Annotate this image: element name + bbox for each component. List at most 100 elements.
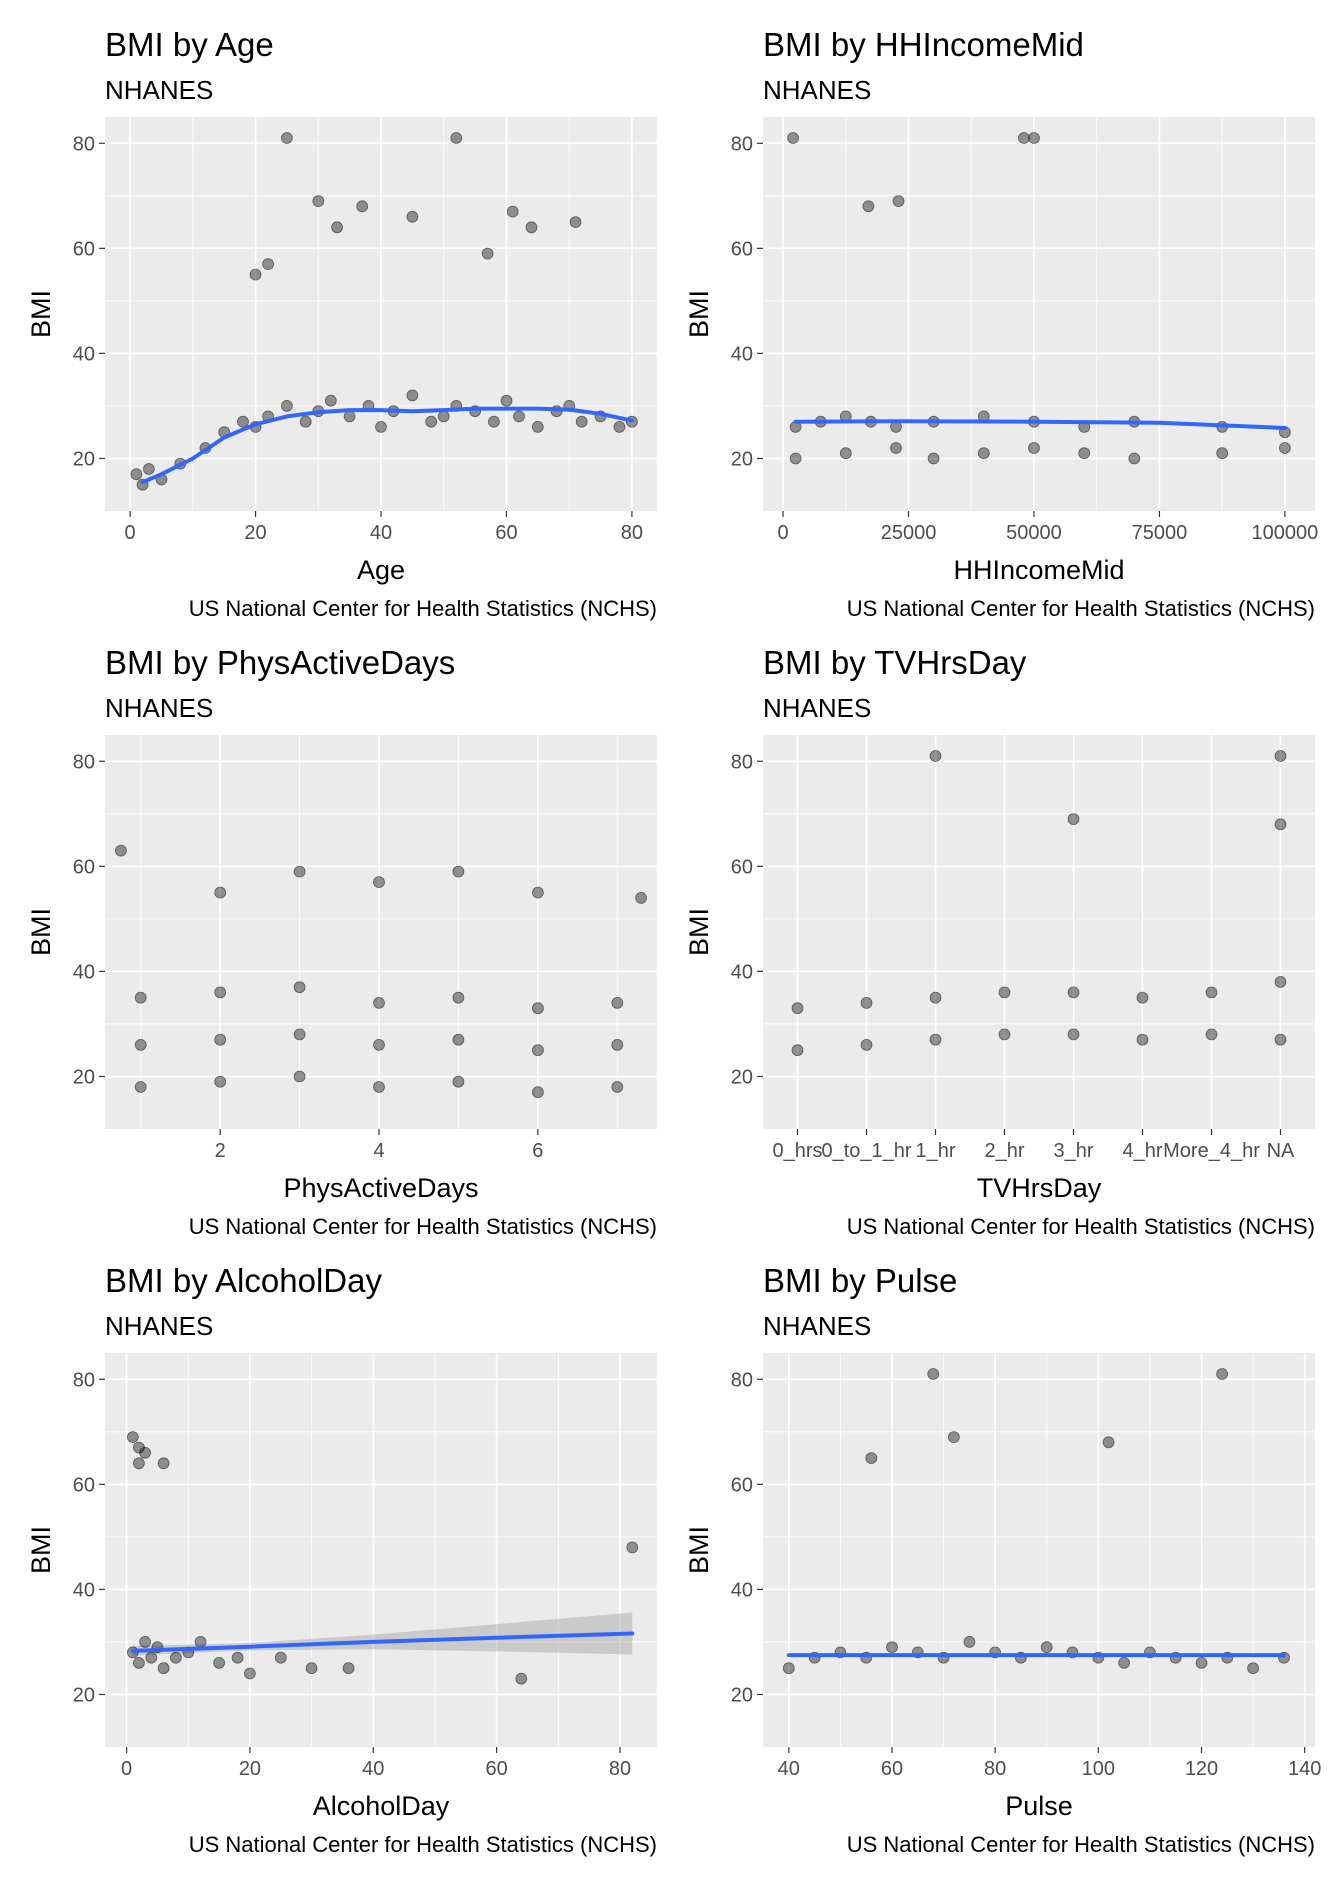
data-point xyxy=(532,1044,544,1057)
y-axis-label: BMI xyxy=(26,290,56,338)
x-tick-label: 60 xyxy=(881,1758,903,1780)
chart-caption: US National Center for Health Statistics… xyxy=(847,1214,1315,1239)
y-axis-label: BMI xyxy=(684,1526,714,1574)
data-point xyxy=(613,420,626,433)
data-point xyxy=(373,1081,385,1093)
data-point xyxy=(356,200,369,213)
data-point xyxy=(1274,1033,1287,1046)
data-point xyxy=(929,750,942,762)
y-tick-label: 80 xyxy=(73,1369,95,1391)
data-point xyxy=(1279,442,1291,454)
y-axis-label: BMI xyxy=(26,908,56,956)
y-tick-label: 80 xyxy=(73,133,95,155)
y-tick-label: 80 xyxy=(73,751,95,773)
data-point xyxy=(575,415,588,428)
data-point xyxy=(243,1667,256,1680)
x-tick-label: 2_hr xyxy=(984,1140,1024,1162)
smooth-line xyxy=(130,1631,635,1653)
x-tick-label: 4 xyxy=(373,1140,384,1162)
data-point xyxy=(249,268,262,281)
y-axis-label: BMI xyxy=(26,1526,56,1574)
data-point xyxy=(1216,1368,1228,1380)
gridlines xyxy=(105,735,657,1129)
data-point xyxy=(169,1651,182,1664)
data-point xyxy=(145,1651,158,1664)
data-point xyxy=(1028,132,1040,144)
x-tick-label: 50000 xyxy=(1006,522,1062,544)
data-point xyxy=(373,996,385,1009)
chart-subtitle: NHANES xyxy=(105,1311,213,1341)
data-point xyxy=(892,195,905,208)
chart-title: BMI by AlcoholDay xyxy=(105,1262,382,1299)
data-point xyxy=(865,1452,878,1465)
smooth-line xyxy=(793,419,1287,430)
data-point xyxy=(1136,991,1149,1004)
data-point xyxy=(1067,986,1080,999)
x-tick-label: NA xyxy=(1267,1140,1295,1162)
chart-caption: US National Center for Health Statistics… xyxy=(189,1214,657,1239)
chart-title: BMI by HHIncomeMid xyxy=(763,26,1084,63)
gridlines xyxy=(763,735,1315,1129)
data-point xyxy=(375,420,387,433)
chart-subtitle: NHANES xyxy=(763,1311,871,1341)
data-point xyxy=(927,452,940,465)
data-point xyxy=(214,886,227,899)
x-tick-label: 0_hrs xyxy=(772,1140,822,1162)
data-point xyxy=(139,1446,152,1459)
x-tick-label: 0_to_1_hr xyxy=(821,1140,911,1162)
data-point xyxy=(611,1081,624,1093)
plot-panel xyxy=(763,1353,1315,1747)
data-point xyxy=(481,247,494,260)
y-tick-label: 60 xyxy=(731,856,753,878)
data-point xyxy=(293,1028,306,1041)
data-point xyxy=(157,1662,170,1675)
y-tick-label: 40 xyxy=(73,1579,95,1601)
x-axis-label: Age xyxy=(357,555,405,585)
points-layer xyxy=(115,844,647,1099)
data-point xyxy=(998,986,1011,999)
data-point xyxy=(963,1635,976,1648)
data-point xyxy=(157,1457,170,1470)
x-tick-label: 120 xyxy=(1185,1758,1218,1780)
data-point xyxy=(500,394,513,407)
panel-1: BMI by Age NHANES 20 40 60 80 0 20 40 60 80 Age BMI U… xyxy=(26,26,657,621)
chart-title: BMI by PhysActiveDays xyxy=(105,644,455,681)
data-point xyxy=(1118,1656,1131,1669)
x-axis-label: HHIncomeMid xyxy=(953,555,1124,585)
data-point xyxy=(324,394,337,407)
data-point xyxy=(130,468,143,481)
data-point xyxy=(1274,750,1287,762)
data-point xyxy=(342,1662,355,1675)
data-point xyxy=(1017,132,1030,144)
data-point xyxy=(214,1075,227,1088)
data-point xyxy=(1128,452,1141,465)
panel-2: BMI by HHIncomeMid NHANES 20 40 60 80 0 25000 50… xyxy=(684,26,1318,621)
x-tick-label: 40 xyxy=(370,522,392,544)
x-axis-label: Pulse xyxy=(1005,1791,1073,1821)
data-point xyxy=(142,463,155,475)
x-tick-label: 40 xyxy=(362,1758,384,1780)
data-point xyxy=(293,981,306,994)
x-tick-label: 80 xyxy=(984,1758,1006,1780)
y-tick-label: 80 xyxy=(731,1369,753,1391)
x-tick-label: 20 xyxy=(244,522,266,544)
data-point xyxy=(452,865,465,878)
data-point xyxy=(569,216,582,229)
data-point xyxy=(531,420,544,433)
data-point xyxy=(406,210,419,223)
x-tick-label: 140 xyxy=(1288,1758,1321,1780)
data-point xyxy=(787,132,800,144)
data-point xyxy=(513,410,525,423)
data-point xyxy=(312,195,325,208)
data-point xyxy=(635,891,647,904)
data-point xyxy=(1205,1028,1218,1041)
data-point xyxy=(1102,1436,1115,1449)
data-point xyxy=(280,399,293,412)
data-point xyxy=(134,1081,147,1093)
data-point xyxy=(425,415,438,428)
data-point xyxy=(1205,986,1218,999)
y-tick-label: 20 xyxy=(73,1684,95,1706)
x-tick-label: More_4_hr xyxy=(1163,1140,1260,1162)
y-tick-label: 40 xyxy=(731,1579,753,1601)
data-point xyxy=(194,1635,207,1648)
